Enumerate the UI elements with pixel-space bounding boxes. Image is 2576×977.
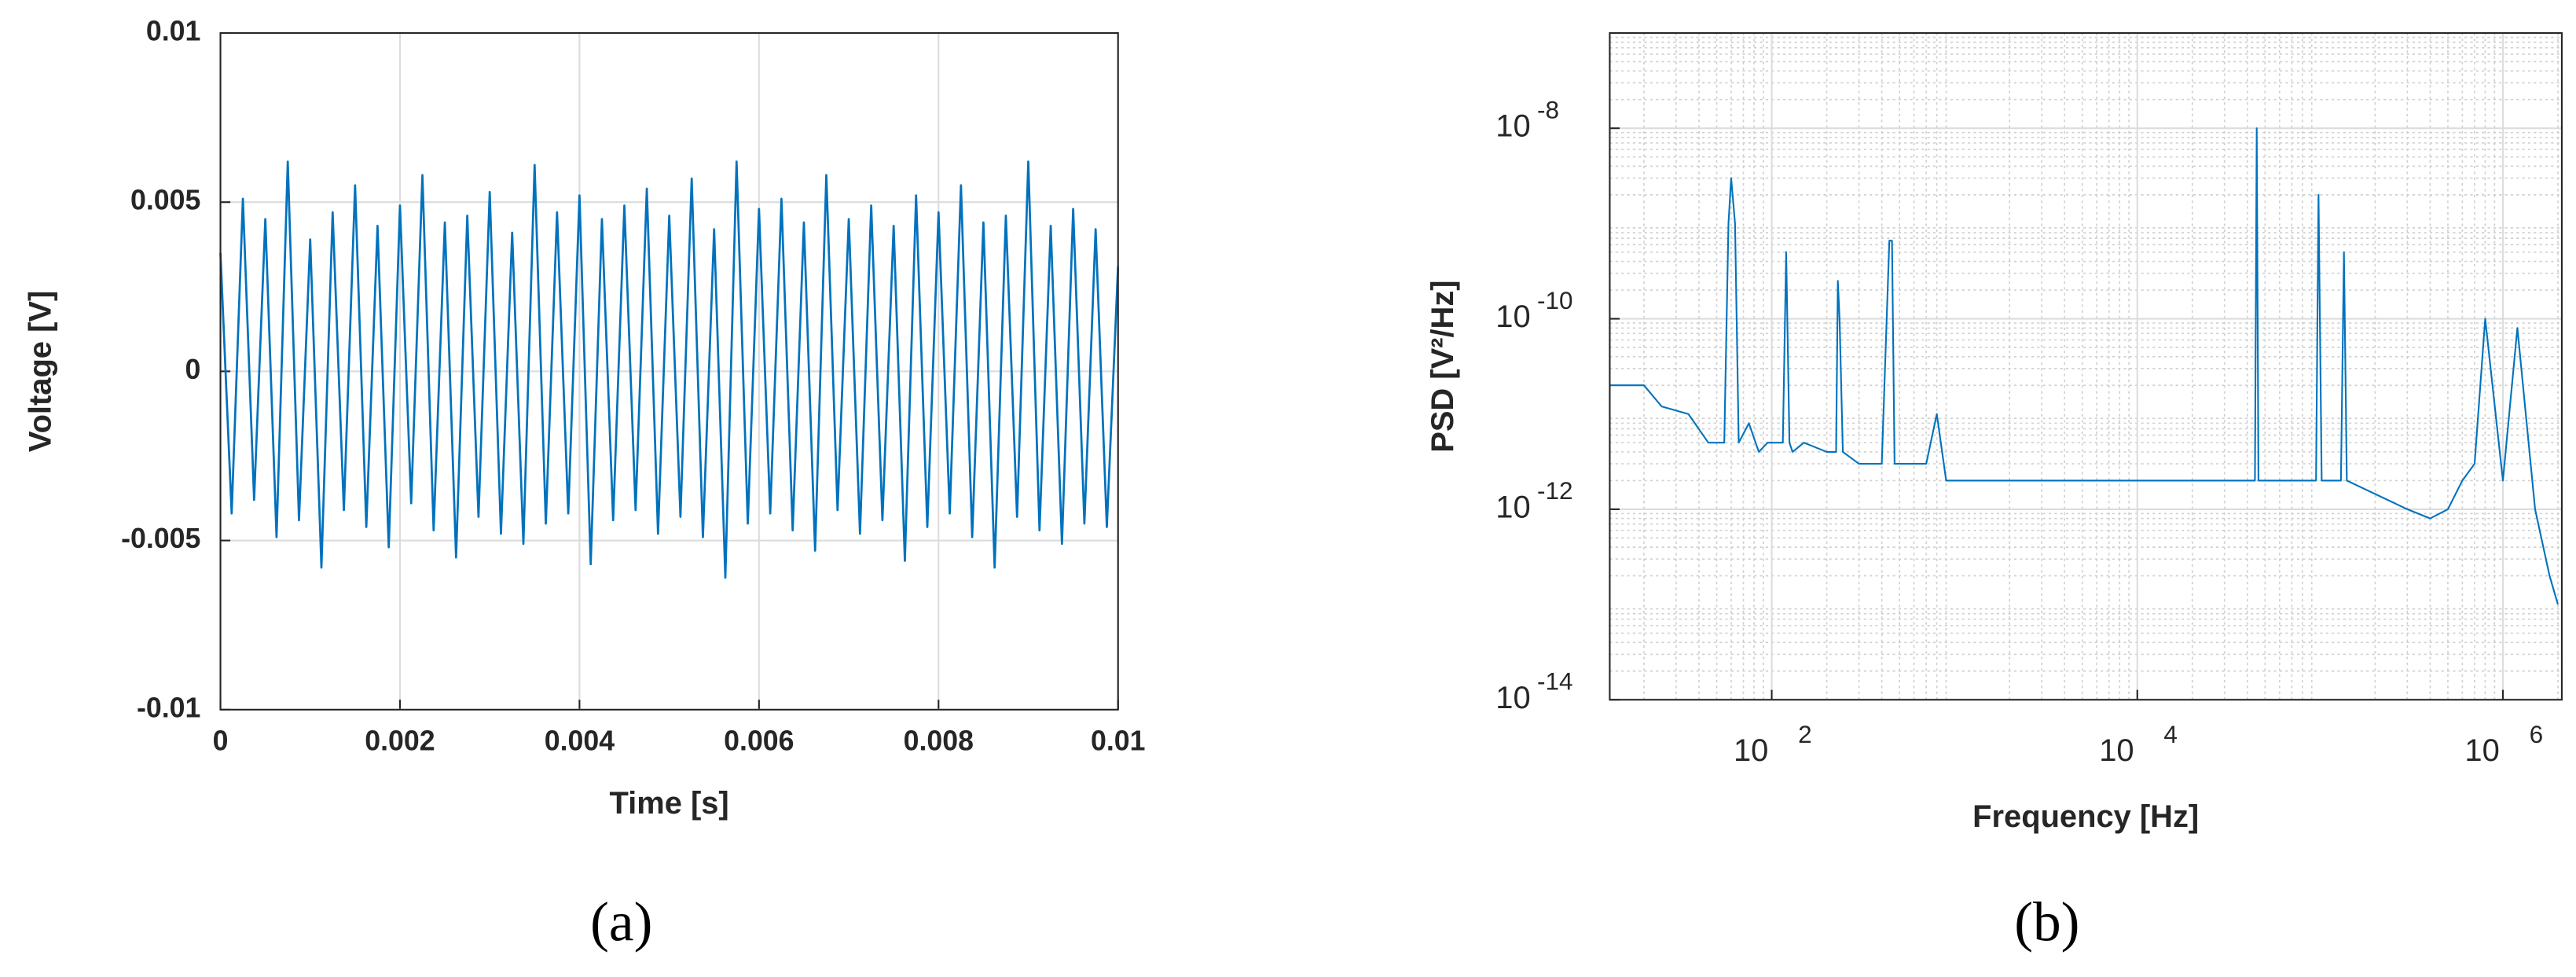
x-tick-label: 0	[213, 725, 229, 756]
panel-label: (b)	[2014, 891, 2079, 953]
panel-label: (a)	[590, 891, 652, 953]
y-tick-label: 0.01	[146, 15, 200, 46]
x-tick-label: 0.01	[1091, 725, 1145, 756]
y-tick-label: 10	[1495, 490, 1530, 524]
y-tick-exponent: -12	[1537, 476, 1573, 505]
y-tick-exponent: -8	[1537, 95, 1559, 123]
x-tick-label: 10	[2099, 733, 2134, 768]
x-tick-label: 10	[2464, 733, 2499, 768]
x-tick-label: 0.008	[904, 725, 974, 756]
axes-box	[1609, 31, 2563, 701]
y-tick-label: -0.005	[121, 523, 200, 554]
data-line	[219, 160, 1120, 579]
y-tick-label: 10	[1495, 681, 1530, 715]
x-tick-exponent: 4	[2163, 720, 2178, 748]
x-tick-label: 0.004	[545, 725, 615, 756]
y-tick-label: 0	[185, 354, 200, 385]
x-tick-label: 0.006	[724, 725, 794, 756]
x-tick-label: 10	[1734, 733, 1768, 768]
x-tick-exponent: 2	[1798, 720, 1812, 748]
y-tick-label: -0.01	[137, 692, 200, 723]
x-axis-label: Time [s]	[610, 786, 729, 821]
x-tick-exponent: 6	[2530, 720, 2544, 748]
y-tick-exponent: -14	[1537, 667, 1573, 696]
x-tick-label: 0.002	[365, 725, 435, 756]
y-axis-label: PSD [V²/Hz]	[1426, 280, 1460, 452]
x-axis-label: Frequency [Hz]	[1972, 799, 2199, 834]
y-tick-exponent: -10	[1537, 286, 1573, 314]
axes-box	[219, 31, 1119, 711]
plot-area	[1609, 32, 2562, 700]
y-axis-label: Voltage [V]	[23, 291, 57, 452]
y-tick-label: 10	[1495, 299, 1530, 334]
y-tick-label: 0.005	[130, 185, 200, 216]
y-tick-label: 10	[1495, 109, 1530, 144]
data-line	[1609, 127, 2559, 605]
